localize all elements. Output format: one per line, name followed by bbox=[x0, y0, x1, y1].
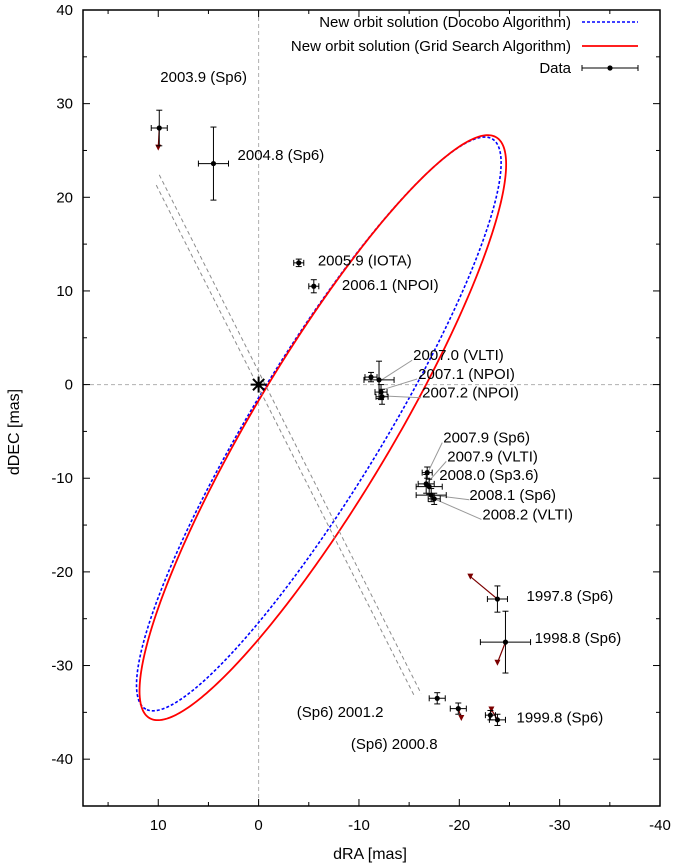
data-point-7 bbox=[379, 394, 385, 400]
legend-point bbox=[607, 65, 613, 71]
leader-line-0 bbox=[379, 359, 413, 382]
x-tick-label-1: 0 bbox=[254, 817, 262, 834]
residual-head-4 bbox=[458, 714, 465, 721]
y-tick-label-7: -30 bbox=[51, 658, 73, 675]
y-tick-label-6: -20 bbox=[51, 564, 73, 581]
orbit-docobo bbox=[135, 136, 502, 712]
data-point-10 bbox=[426, 484, 432, 490]
annotation-3: 2006.1 (NPOI) bbox=[342, 277, 439, 294]
label-leader-lines bbox=[155, 127, 507, 721]
data-point-16 bbox=[487, 712, 494, 718]
data-point-8 bbox=[424, 470, 430, 476]
annotation-9: 2008.0 (Sp3.6) bbox=[439, 467, 538, 484]
annotation-16: (Sp6) 2000.8 bbox=[351, 736, 438, 753]
data-point-3 bbox=[311, 283, 317, 289]
data-point-1 bbox=[210, 160, 217, 167]
data-point-13 bbox=[494, 596, 501, 602]
x-tick-label-0: 10 bbox=[150, 817, 167, 834]
legend-label-1: New orbit solution (Grid Search Algorith… bbox=[291, 38, 571, 55]
data-point-6 bbox=[378, 389, 384, 395]
data-point-4 bbox=[368, 374, 374, 380]
x-tick-label-2: -10 bbox=[348, 817, 370, 834]
annotation-7: 2007.9 (Sp6) bbox=[443, 430, 530, 447]
node-line-1 bbox=[155, 184, 415, 696]
data-point-12 bbox=[431, 496, 437, 502]
legend-label-2: Data bbox=[539, 60, 571, 77]
point-annotations: 2003.9 (Sp6) 2004.8 (Sp6) 2005.9 (IOTA) 200… bbox=[160, 69, 621, 753]
axis-ticks: 10 0 -10 -20 -30 -40 40 30 20 10 0 -10 -20 -30 -40 bbox=[51, 2, 671, 834]
annotation-4: 2007.0 (VLTI) bbox=[413, 347, 504, 364]
primary-star-marker bbox=[255, 381, 262, 388]
legend: New orbit solution (Docobo Algorithm) New… bbox=[291, 14, 639, 77]
residual-head-1 bbox=[467, 573, 474, 580]
leader-line-2 bbox=[382, 395, 422, 399]
leader-line-3 bbox=[427, 442, 443, 472]
annotation-13: 1998.8 (Sp6) bbox=[535, 630, 622, 647]
annotation-8: 2007.9 (VLTI) bbox=[447, 448, 538, 465]
annotation-0: 2003.9 (Sp6) bbox=[160, 69, 247, 86]
y-tick-label-2: 20 bbox=[56, 189, 73, 206]
data-point-5 bbox=[376, 377, 382, 383]
y-tick-label-1: 30 bbox=[56, 96, 73, 113]
leader-line-6 bbox=[434, 498, 482, 520]
x-tick-label-5: -40 bbox=[649, 817, 671, 834]
data-point-2 bbox=[296, 260, 302, 266]
x-tick-label-4: -30 bbox=[549, 817, 571, 834]
leader-line-4 bbox=[427, 461, 447, 483]
orbit-grid-search bbox=[138, 134, 508, 722]
annotation-1: 2004.8 (Sp6) bbox=[238, 147, 325, 164]
y-tick-label-0: 40 bbox=[56, 2, 73, 19]
data-point-15 bbox=[494, 717, 501, 723]
line-of-nodes bbox=[155, 174, 422, 696]
residual-line-2 bbox=[496, 641, 507, 663]
data-points bbox=[150, 109, 532, 726]
leader-line-1 bbox=[380, 378, 418, 391]
residual-head-2 bbox=[494, 659, 501, 666]
y-tick-label-4: 0 bbox=[65, 377, 73, 394]
annotation-15: (Sp6) 2001.2 bbox=[297, 704, 384, 721]
x-tick-label-3: -20 bbox=[448, 817, 470, 834]
y-tick-label-5: -10 bbox=[51, 470, 73, 487]
y-tick-label-8: -40 bbox=[51, 751, 73, 768]
data-point-11 bbox=[428, 492, 434, 498]
annotation-2: 2005.9 (IOTA) bbox=[318, 253, 412, 270]
y-tick-label-3: 10 bbox=[56, 283, 73, 300]
legend-label-0: New orbit solution (Docobo Algorithm) bbox=[319, 14, 571, 31]
plot-border bbox=[82, 9, 661, 807]
data-point-0 bbox=[156, 125, 162, 131]
residual-line-1 bbox=[469, 576, 498, 600]
node-line-2 bbox=[158, 174, 422, 694]
annotation-6: 2007.2 (NPOI) bbox=[422, 385, 519, 402]
data-point-17 bbox=[455, 706, 461, 712]
annotation-5: 2007.1 (NPOI) bbox=[418, 366, 515, 383]
x-axis-label: dRA [mas] bbox=[333, 846, 407, 863]
data-point-14 bbox=[502, 639, 509, 645]
plot-frame bbox=[82, 9, 661, 807]
residual-head-3 bbox=[488, 706, 495, 713]
zero-grid-lines bbox=[83, 10, 660, 806]
data-point-18 bbox=[434, 695, 440, 701]
leader-line-5 bbox=[432, 494, 470, 501]
annotation-10: 2008.1 (Sp6) bbox=[469, 487, 556, 504]
orbit-curves bbox=[135, 134, 508, 722]
y-axis-label: dDEC [mas] bbox=[6, 389, 23, 475]
annotation-11: 2008.2 (VLTI) bbox=[482, 506, 573, 523]
annotation-12: 1997.8 (Sp6) bbox=[527, 588, 614, 605]
annotation-14: 1999.8 (Sp6) bbox=[517, 710, 604, 727]
